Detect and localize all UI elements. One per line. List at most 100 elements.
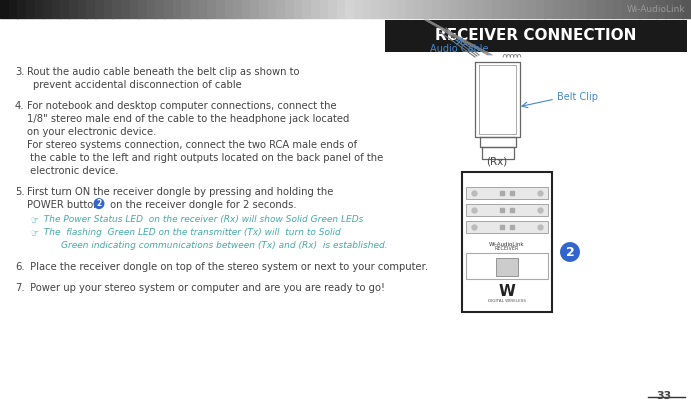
Bar xyxy=(354,0,363,18)
Bar xyxy=(371,0,381,18)
Text: 1/8" stereo male end of the cable to the headphone jack located: 1/8" stereo male end of the cable to the… xyxy=(27,114,350,124)
Text: 33: 33 xyxy=(656,391,672,401)
Bar xyxy=(164,0,173,18)
FancyBboxPatch shape xyxy=(385,20,687,52)
Text: Wi-AudioLink: Wi-AudioLink xyxy=(489,241,524,247)
Bar xyxy=(544,0,553,18)
Bar xyxy=(302,0,312,18)
Bar xyxy=(129,0,139,18)
Bar xyxy=(484,0,493,18)
Bar xyxy=(475,0,484,18)
Bar xyxy=(8,0,18,18)
Text: on your electronic device.: on your electronic device. xyxy=(27,127,156,137)
Bar xyxy=(104,0,113,18)
Bar xyxy=(77,0,87,18)
Bar xyxy=(216,0,225,18)
Bar xyxy=(492,0,502,18)
Text: (Rx): (Rx) xyxy=(486,157,508,167)
Text: RECEIVER: RECEIVER xyxy=(495,247,519,252)
Bar xyxy=(639,0,648,18)
Bar xyxy=(605,0,614,18)
Bar xyxy=(380,0,389,18)
Circle shape xyxy=(559,241,581,263)
Text: DIGITAL WIRELESS: DIGITAL WIRELESS xyxy=(488,299,526,303)
Bar xyxy=(647,0,657,18)
Bar xyxy=(536,0,545,18)
Bar xyxy=(285,0,294,18)
Bar xyxy=(440,0,450,18)
Bar xyxy=(501,0,510,18)
Bar xyxy=(466,0,475,18)
Bar xyxy=(449,0,458,18)
Text: Place the receiver dongle on top of the stereo system or next to your computer.: Place the receiver dongle on top of the … xyxy=(27,262,428,272)
Text: POWER button: POWER button xyxy=(27,199,103,210)
Text: ☞: ☞ xyxy=(30,215,38,224)
Text: RECEIVER CONNECTION: RECEIVER CONNECTION xyxy=(435,28,636,44)
Bar xyxy=(276,0,285,18)
Text: For stereo systems connection, connect the two RCA male ends of: For stereo systems connection, connect t… xyxy=(27,140,357,150)
Bar xyxy=(173,0,182,18)
Bar xyxy=(190,0,199,18)
Bar xyxy=(415,0,424,18)
Bar xyxy=(225,0,234,18)
Bar xyxy=(311,0,320,18)
Bar xyxy=(198,0,208,18)
FancyBboxPatch shape xyxy=(466,187,548,199)
Bar xyxy=(319,0,329,18)
Bar xyxy=(294,0,303,18)
Bar xyxy=(95,0,104,18)
Text: the cable to the left and right outputs located on the back panel of the: the cable to the left and right outputs … xyxy=(27,153,384,163)
Bar xyxy=(527,0,536,18)
Bar xyxy=(207,0,216,18)
FancyBboxPatch shape xyxy=(496,258,518,276)
Bar xyxy=(328,0,337,18)
Bar xyxy=(52,0,61,18)
Bar xyxy=(570,0,579,18)
Text: W: W xyxy=(499,284,515,298)
Bar xyxy=(682,0,691,18)
Bar xyxy=(587,0,596,18)
Text: Wi-AudioLink: Wi-AudioLink xyxy=(626,4,685,13)
Text: prevent accidental disconnection of cable: prevent accidental disconnection of cabl… xyxy=(33,80,242,90)
Text: 3.: 3. xyxy=(15,67,24,77)
Bar xyxy=(346,0,354,18)
Text: Belt Clip: Belt Clip xyxy=(557,92,598,102)
Bar xyxy=(112,0,122,18)
Bar xyxy=(138,0,147,18)
Bar xyxy=(337,0,346,18)
Bar xyxy=(259,0,268,18)
Bar xyxy=(457,0,467,18)
Bar xyxy=(665,0,674,18)
Text: Rout the audio cable beneath the belt clip as shown to: Rout the audio cable beneath the belt cl… xyxy=(27,67,299,77)
Bar xyxy=(0,0,9,18)
FancyBboxPatch shape xyxy=(466,204,548,216)
Text: For notebook and desktop computer connections, connect the: For notebook and desktop computer connec… xyxy=(27,101,337,111)
Text: Audio Cable: Audio Cable xyxy=(430,44,489,54)
Bar xyxy=(26,0,35,18)
Bar xyxy=(86,0,95,18)
Bar xyxy=(553,0,562,18)
Bar xyxy=(630,0,640,18)
Bar xyxy=(578,0,588,18)
Bar xyxy=(267,0,277,18)
Bar xyxy=(250,0,260,18)
Bar xyxy=(69,0,78,18)
Text: on the receiver dongle for 2 seconds.: on the receiver dongle for 2 seconds. xyxy=(107,199,296,210)
Bar xyxy=(60,0,70,18)
Text: 7.: 7. xyxy=(15,283,25,293)
FancyBboxPatch shape xyxy=(466,253,548,279)
Bar xyxy=(233,0,243,18)
Text: The  flashing  Green LED on the transmitter (Tx) will  turn to Solid: The flashing Green LED on the transmitte… xyxy=(38,228,341,237)
Bar xyxy=(674,0,683,18)
Text: 2: 2 xyxy=(96,199,102,208)
Bar xyxy=(656,0,665,18)
Circle shape xyxy=(93,198,104,209)
Bar xyxy=(518,0,527,18)
Text: Green indicating communications between (Tx) and (Rx)  is established.: Green indicating communications between … xyxy=(38,241,388,250)
Bar xyxy=(35,0,44,18)
Bar xyxy=(397,0,406,18)
Text: First turn ON the receiver dongle by pressing and holding the: First turn ON the receiver dongle by pre… xyxy=(27,186,333,197)
Bar xyxy=(509,0,519,18)
Bar xyxy=(613,0,623,18)
Text: Power up your stereo system or computer and are you are ready to go!: Power up your stereo system or computer … xyxy=(27,283,385,293)
